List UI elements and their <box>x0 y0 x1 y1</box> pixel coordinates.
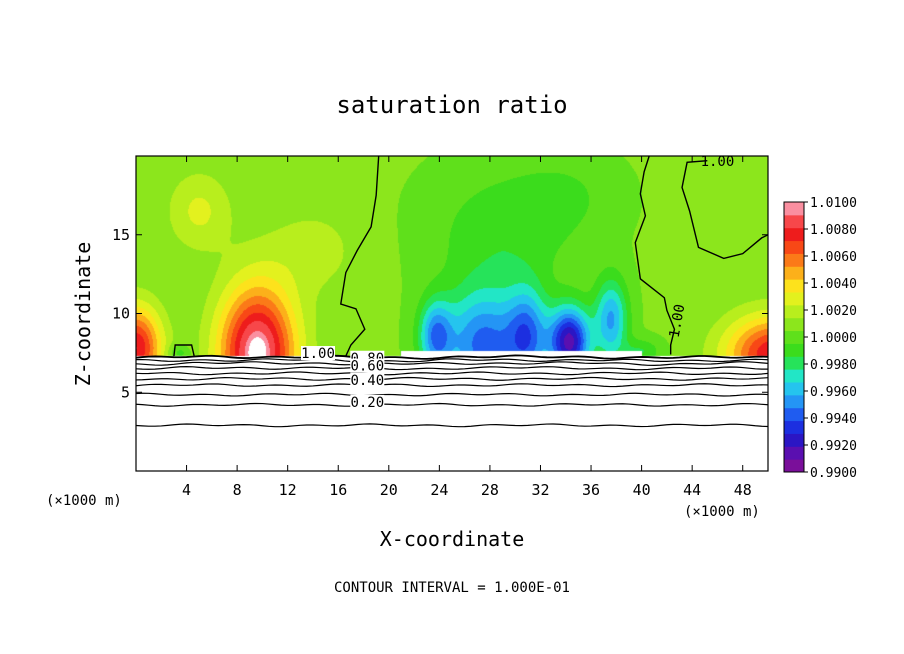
x-tick-label: 36 <box>582 481 600 499</box>
contour-label: 0.40 <box>350 373 384 389</box>
contour-label: 1.00 <box>701 154 735 170</box>
colorbar-swatch <box>784 292 804 306</box>
x-tick-label: 24 <box>430 481 448 499</box>
contour-lines <box>135 155 769 428</box>
contour-label: 1.00 <box>667 303 689 339</box>
x-axis-title: X-coordinate <box>380 527 525 551</box>
colorbar-label: 0.9980 <box>810 358 857 373</box>
contour-line <box>135 423 769 428</box>
contour-line <box>135 383 769 388</box>
colorbar-swatch <box>784 343 804 357</box>
contour-1.00 <box>634 155 676 355</box>
colorbar-swatch <box>784 382 804 396</box>
colorbar-label: 0.9960 <box>810 385 857 400</box>
colorbar: 1.0100 1.0080 1.0060 1.0040 1.0020 1.0000 0.99… <box>783 196 857 481</box>
contour-labels: 1.001.001.000.800.600.400.20 <box>301 154 734 411</box>
colorbar-label: 1.0100 <box>810 196 857 211</box>
colorbar-swatch <box>784 446 804 460</box>
x-tick-label: 4 <box>182 481 191 499</box>
colorbar-label: 1.0040 <box>810 277 857 292</box>
contour-line <box>135 358 769 363</box>
x-tick-label: 8 <box>233 481 242 499</box>
saturation-field <box>136 156 768 471</box>
y-tick-label: 5 <box>121 383 130 401</box>
colorbar-swatch <box>784 214 804 229</box>
colorbar-swatch <box>784 420 804 434</box>
colorbar-label: 1.0020 <box>810 304 857 319</box>
contour-1.00 <box>681 160 769 260</box>
contour-1.00 <box>173 344 195 357</box>
contour-label: 0.20 <box>350 395 384 411</box>
y-tick-label: 10 <box>112 305 130 323</box>
colorbar-swatch <box>784 369 804 383</box>
y-axis: 5 10 15 <box>112 226 768 401</box>
contour-label: 1.00 <box>301 346 335 362</box>
contour-label-bg <box>350 358 385 373</box>
contour-line <box>135 366 769 371</box>
colorbar-label: 0.9940 <box>810 412 857 427</box>
y-axis-title: Z-coordinate <box>71 242 95 387</box>
x-tick-label: 40 <box>633 481 651 499</box>
x-tick-label: 28 <box>481 481 499 499</box>
contour-label-bg <box>350 394 385 409</box>
x-unit-right: (×1000 m) <box>684 504 760 520</box>
x-tick-label: 12 <box>279 481 297 499</box>
x-unit-left: (×1000 m) <box>46 493 122 509</box>
colorbar-swatch <box>784 433 804 447</box>
contour-label-bg <box>350 372 385 387</box>
y-tick-label: 15 <box>112 226 130 244</box>
colorbar-swatch <box>784 253 804 267</box>
x-tick-label: 32 <box>531 481 549 499</box>
contour-line <box>135 392 769 397</box>
contour-label: 0.60 <box>350 359 384 375</box>
x-axis: 4 8 12 16 20 24 28 32 36 40 44 48 <box>182 156 752 499</box>
contour-label-bg <box>301 346 336 361</box>
colorbar-label: 0.9920 <box>810 439 857 454</box>
x-tick-label: 16 <box>329 481 347 499</box>
contour-interval-note: CONTOUR INTERVAL = 1.000E-01 <box>334 580 570 596</box>
colorbar-swatch <box>784 356 804 370</box>
colorbar-label: 0.9900 <box>810 466 857 481</box>
contour-1.00 <box>335 155 380 357</box>
contour-line <box>135 361 769 367</box>
colorbar-label: 1.0060 <box>810 250 857 265</box>
plot-area: 1.001.001.000.800.600.400.20 48121620242… <box>112 154 769 499</box>
colorbar-swatch <box>784 279 804 293</box>
colorbar-swatch <box>784 202 804 216</box>
colorbar-swatch <box>784 459 804 473</box>
colorbar-label: 1.0000 <box>810 331 857 346</box>
colorbar-swatch <box>784 304 804 319</box>
colorbar-swatch <box>784 407 804 422</box>
chart-title: saturation ratio <box>336 91 567 119</box>
contour-line <box>135 376 769 381</box>
colorbar-swatch <box>784 317 804 332</box>
colorbar-swatch <box>784 240 804 254</box>
colorbar-label: 1.0080 <box>810 223 857 238</box>
contour-line <box>135 371 769 376</box>
colorbar-swatch <box>784 330 804 344</box>
x-tick-label: 44 <box>683 481 701 499</box>
colorbar-swatch <box>784 266 804 280</box>
colorbar-swatch <box>784 227 804 242</box>
x-tick-label: 48 <box>734 481 752 499</box>
colorbar-swatch <box>784 394 804 409</box>
contour-line <box>135 402 769 407</box>
x-tick-label: 20 <box>380 481 398 499</box>
contour-line <box>135 354 769 360</box>
